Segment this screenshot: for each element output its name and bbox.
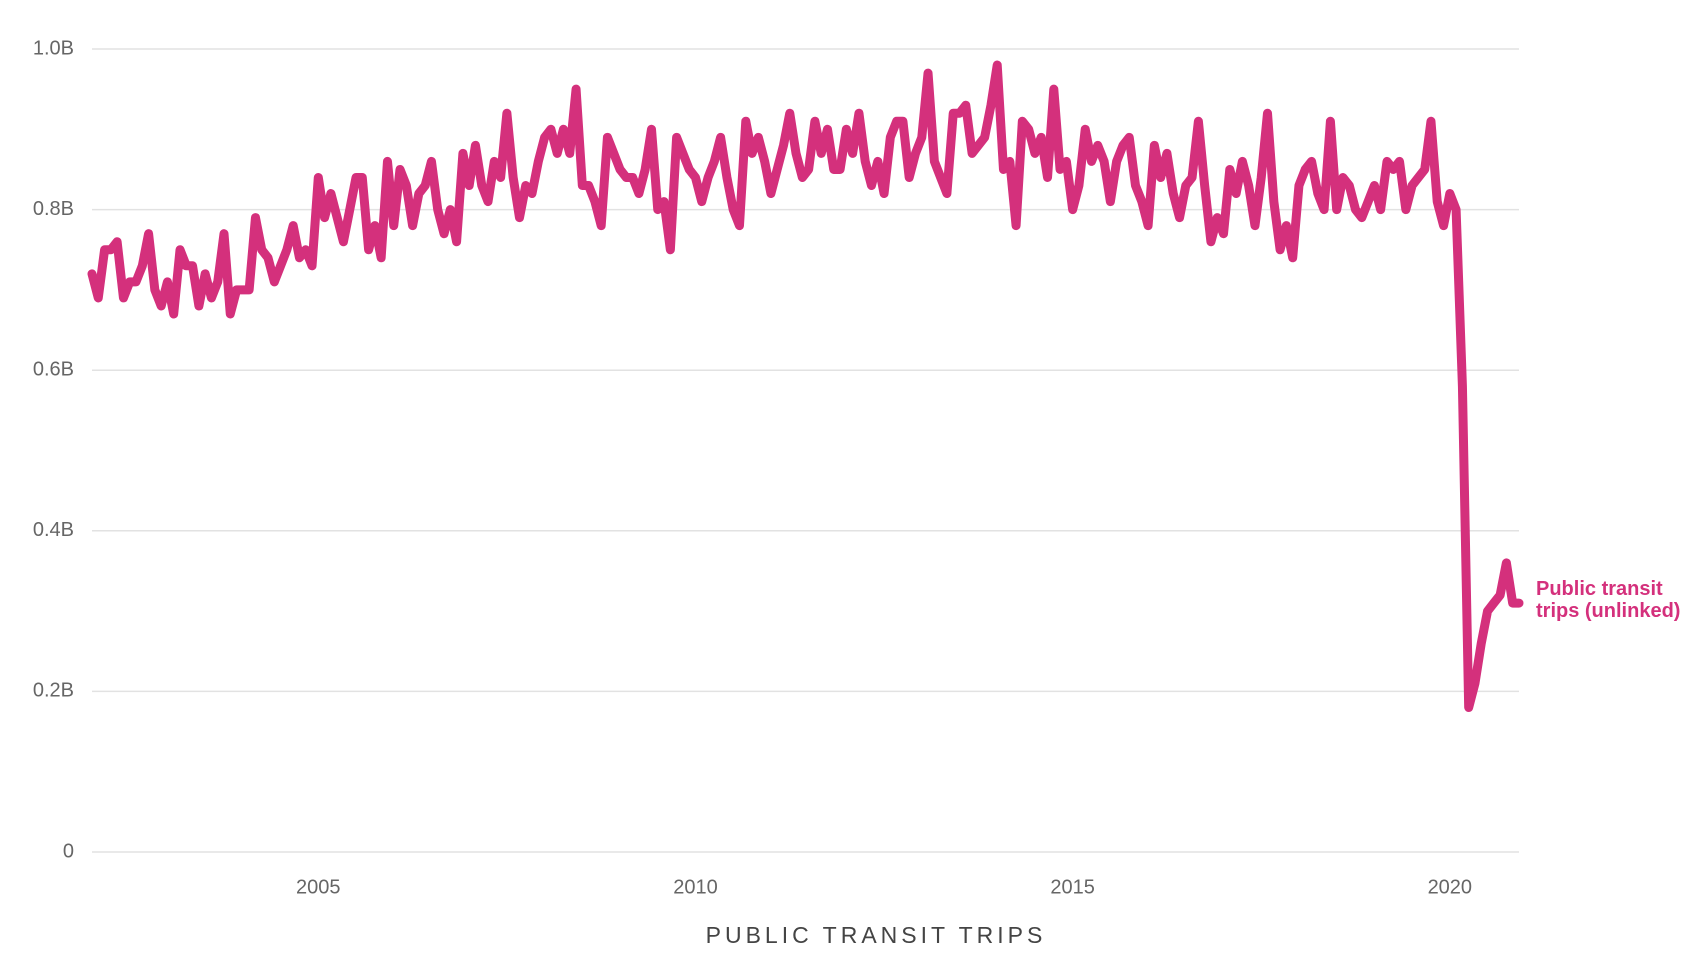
x-tick-label: 2010 [673, 876, 718, 898]
series-line [87, 60, 1524, 712]
y-tick-label: 1.0B [33, 37, 74, 59]
x-tick-label: 2020 [1428, 876, 1473, 898]
y-tick-label: 0.8B [33, 198, 74, 220]
x-tick-label: 2005 [296, 876, 341, 898]
x-tick-label: 2015 [1050, 876, 1095, 898]
x-axis-title: PUBLIC TRANSIT TRIPS [706, 922, 1047, 948]
y-tick-label: 0.6B [33, 358, 74, 380]
y-tick-label: 0.2B [33, 680, 74, 702]
y-tick-label: 0 [63, 840, 74, 862]
y-tick-label: 0.4B [33, 519, 74, 541]
series-label: Public transit trips (unlinked) [1536, 578, 1681, 622]
